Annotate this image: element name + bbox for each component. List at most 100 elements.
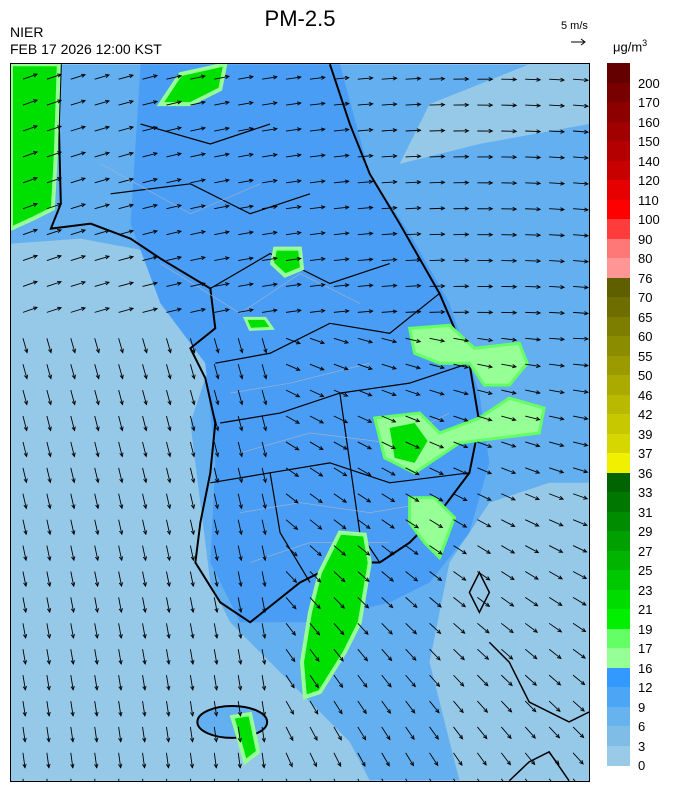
wind-arrow [238,76,254,80]
wind-arrow [46,307,62,313]
wind-arrow-head [368,127,374,133]
wind-arrow [381,284,397,287]
wind-arrow-head [509,602,515,607]
wind-arrow [333,154,349,158]
wind-arrow [285,493,299,504]
wind-arrow-head [584,336,589,341]
wind-arrow-head [95,504,100,510]
wind-arrow-head [488,154,494,160]
wind-arrow-head [560,259,566,264]
wind-arrow [573,104,588,107]
wind-arrow [548,726,560,739]
wind-arrow-head [81,203,87,208]
wind-arrow [572,571,587,579]
wind-arrow-head [367,418,373,423]
wind-arrow [213,338,219,353]
wind-arrow-head [464,154,470,159]
wind-arrow [501,493,516,501]
wind-arrow-head [238,556,243,562]
wind-arrow-head [142,659,147,665]
wind-arrow [501,389,516,394]
wind-arrow-head [190,582,195,588]
wind-arrow [405,77,421,80]
wind-arrow [357,674,368,688]
wind-arrow-head [224,100,230,105]
wind-arrow-head [295,366,301,371]
wind-arrow-head [316,578,322,583]
wind-arrow [501,648,513,660]
wind-arrow-head [237,737,242,743]
colorbar-segment [607,160,630,181]
wind-arrow [357,752,366,767]
wind-arrow-head [416,76,422,81]
colorbar-label: 12 [638,680,653,695]
wind-arrow-head [47,400,52,406]
wind-arrow [549,260,565,262]
wind-arrow-head [57,254,63,259]
wind-arrow-head [512,258,518,263]
wind-arrow [166,493,171,509]
wind-arrow [501,337,517,341]
wind-arrow-head [33,73,39,78]
high-concentration-land [130,64,490,623]
wind-arrow [357,467,371,476]
wind-arrow [381,648,392,661]
wind-arrow [477,363,493,368]
colorbar-label: 76 [638,270,653,286]
wind-arrow-head [413,550,419,555]
wind-arrow [548,597,563,606]
wind-arrow [549,363,565,367]
wind-arrow-head [153,100,159,105]
wind-arrow-head [319,419,325,424]
wind-arrow-head [484,629,490,634]
wind-arrow-head [46,737,51,743]
wind-arrow [405,129,421,132]
wind-arrow-head [214,634,219,640]
wind-arrow [429,467,444,475]
wind-arrow [381,337,397,343]
wind-arrow-head [410,735,415,741]
wind-arrow-head [584,77,589,83]
wind-arrow [572,700,585,712]
colorbar-label: 80 [638,251,653,266]
wind-arrow-head [362,735,367,741]
wind-arrow [262,128,277,132]
wind-arrow-head [487,443,493,448]
wind-arrow-head [81,229,87,234]
wind-arrow-head [440,258,446,263]
wind-arrow-head [488,128,494,134]
wind-arrow [572,545,587,553]
wind-arrow-head [129,74,135,79]
wind-arrow [214,283,230,287]
wind-arrow-head [292,578,298,584]
wind-arrow-head [582,575,588,580]
wind-arrow-head [118,711,123,717]
wind-arrow-head [153,152,159,157]
wind-arrow [524,597,538,607]
wind-arrow-head [23,582,28,588]
wind-arrow [309,493,323,503]
wind-arrow [524,726,536,739]
wind-arrow [501,467,516,474]
wind-arrow [549,208,565,211]
map-title: PM-2.5 [264,6,336,31]
wind-arrow [22,255,38,261]
wind-arrow-head [366,498,372,503]
wind-arrow [405,103,421,106]
wind-arrow-head [435,682,441,688]
wind-arrow-head [440,283,446,289]
wind-arrow [525,104,541,107]
wind-arrow-head [272,153,278,158]
wind-arrow [94,338,100,353]
wind-arrow [453,778,456,781]
wind-arrow [525,363,541,367]
wind-arrow [142,100,158,106]
wind-arrow-head [293,551,298,557]
wind-arrow [525,519,539,527]
wind-arrow [118,100,134,106]
wind-arrow [166,675,170,690]
wind-arrow [190,256,206,261]
wind-arrow-head [296,75,302,80]
wind-arrow-head [191,478,196,484]
wind-arrow-head [46,608,52,614]
